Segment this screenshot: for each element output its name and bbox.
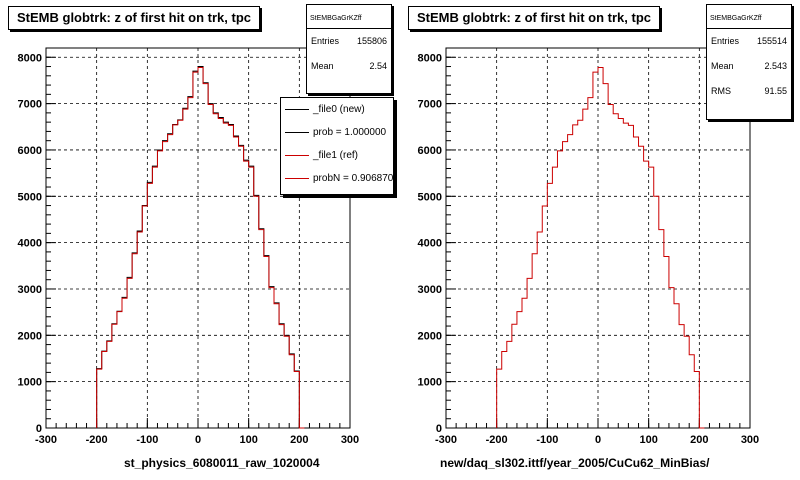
left-stats-box: StEMBGaGrKZff Entries 155806 Mean 2.54 <box>306 4 392 94</box>
left-y-tick-label: 3000 <box>18 284 42 296</box>
legend-entry-prob-label: prob = 1.000000 <box>313 127 387 138</box>
legend-entry-probn-label: probN = 0.906870 <box>313 173 394 184</box>
legend-entry-file0: _file0 (new) <box>281 98 393 121</box>
left-plot-title: StEMB globtrk: z of first hit on trk, tp… <box>8 6 260 30</box>
right-x-tick-label: 200 <box>690 434 708 446</box>
legend-line-red <box>285 155 309 156</box>
right-x-tick-label: -300 <box>435 434 457 446</box>
right-stats-name: StEMBGaGrKZff <box>707 5 791 29</box>
right-histogram-series-ref <box>496 66 705 429</box>
left-y-tick-label: 1000 <box>18 377 42 389</box>
right-stats-entries-label: Entries <box>711 36 740 46</box>
right-y-tick-label: 0 <box>436 423 442 435</box>
left-x-tick-label: 300 <box>341 434 359 446</box>
left-x-tick-label: 0 <box>195 434 201 446</box>
right-y-tick-label: 5000 <box>418 191 442 203</box>
left-stats-name: StEMBGaGrKZff <box>307 5 391 29</box>
left-x-tick-label: 200 <box>290 434 308 446</box>
legend-entry-file1: _file1 (ref) <box>281 144 393 167</box>
left-histogram-panel: -300 -200 -100 0 100 200 300 0 1000 2000 3000 4000 5… <box>8 4 394 470</box>
left-stats-mean-value: 2.54 <box>369 61 387 71</box>
right-y-tick-label: 3000 <box>418 284 442 296</box>
left-stats-entries-value: 155806 <box>356 36 387 46</box>
left-stats-mean-label: Mean <box>311 61 334 71</box>
right-stats-rms-value: 91.55 <box>764 86 787 96</box>
left-x-tick-label: -300 <box>35 434 57 446</box>
legend-entry-file0-label: _file0 (new) <box>313 104 365 115</box>
right-stats-mean-label: Mean <box>711 61 734 71</box>
right-stats-box: StEMBGaGrKZff Entries 155514 Mean 2.543 … <box>706 4 792 120</box>
left-y-tick-label: 4000 <box>18 238 42 250</box>
right-y-tick-label: 2000 <box>418 330 442 342</box>
right-plot-title: StEMB globtrk: z of first hit on trk, tp… <box>408 6 660 30</box>
right-y-tick-label: 4000 <box>418 238 442 250</box>
right-stats-entries-value: 155514 <box>756 36 787 46</box>
legend-line-black <box>285 109 309 110</box>
right-y-tick-label: 7000 <box>418 99 442 111</box>
right-stats-rms-label: RMS <box>711 86 731 96</box>
right-y-tick-label: 8000 <box>418 52 442 64</box>
left-x-axis-title: st_physics_6080011_raw_1020004 <box>124 456 320 470</box>
right-y-tick-label: 6000 <box>418 145 442 157</box>
left-stats-entries-label: Entries <box>311 36 340 46</box>
right-histogram-plot: -300 -200 -100 0 100 200 300010002000300040005… <box>418 47 759 446</box>
legend-entry-file1-label: _file1 (ref) <box>313 150 359 161</box>
left-x-tick-label: -100 <box>136 434 158 446</box>
right-x-tick-label: -100 <box>536 434 558 446</box>
right-x-tick-label: -200 <box>486 434 508 446</box>
right-x-axis-title: new/daq_sl302.ittf/year_2005/CuCu62_MinB… <box>440 456 710 470</box>
right-stats-mean-row: Mean 2.543 <box>707 54 791 79</box>
left-y-tick-label: 6000 <box>18 145 42 157</box>
legend-entry-probn: probN = 0.906870 <box>281 167 393 190</box>
left-stats-mean-row: Mean 2.54 <box>307 54 391 79</box>
left-y-tick-label: 8000 <box>18 52 42 64</box>
legend-line-black <box>285 132 309 133</box>
right-y-tick-label: 1000 <box>418 377 442 389</box>
left-histogram-series-ref <box>96 66 305 429</box>
left-y-tick-label: 0 <box>36 423 42 435</box>
right-histogram-panel: -300 -200 -100 0 100 200 300 0 1000 2000 3000 4000 5… <box>400 0 800 480</box>
right-x-tick-label: 300 <box>741 434 759 446</box>
left-x-tick-label: -200 <box>86 434 108 446</box>
left-y-tick-label: 5000 <box>18 191 42 203</box>
left-stats-entries-row: Entries 155806 <box>307 29 391 54</box>
right-x-tick-label: 100 <box>639 434 657 446</box>
left-y-tick-label: 7000 <box>18 99 42 111</box>
right-x-tick-label: 0 <box>595 434 601 446</box>
legend-line-red <box>285 178 309 179</box>
right-stats-mean-value: 2.543 <box>764 61 787 71</box>
right-stats-entries-row: Entries 155514 <box>707 29 791 54</box>
left-x-tick-label: 100 <box>239 434 257 446</box>
left-legend: _file0 (new) prob = 1.000000 _file1 (ref… <box>280 97 394 195</box>
right-stats-rms-row: RMS 91.55 <box>707 79 791 104</box>
left-y-tick-label: 2000 <box>18 330 42 342</box>
legend-entry-prob: prob = 1.000000 <box>281 121 393 144</box>
right-plot-frame <box>445 47 751 429</box>
